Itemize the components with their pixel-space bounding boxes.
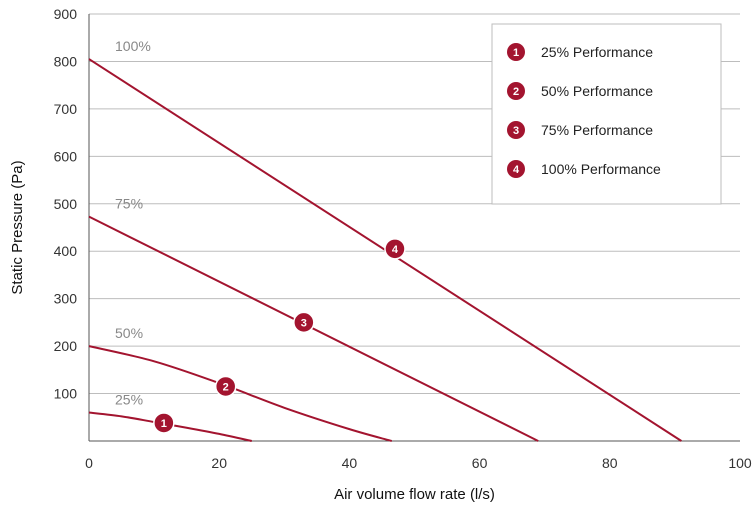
y-tick-800: 800 [54,53,78,69]
curve-labels: 25% 50% 75% 100% [115,38,151,407]
x-tick-labels: 0 20 40 60 80 100 [85,455,752,471]
legend-entry-3: 75% Performance [541,122,653,138]
curve-badge-number-3: 3 [301,317,307,329]
grid-lines [89,13,740,395]
legend-badge-number-2: 2 [513,86,519,98]
curve-badge-number-2: 2 [223,381,229,393]
x-tick-20: 20 [211,455,227,471]
legend-badge-3 [507,121,525,139]
x-tick-60: 60 [472,455,488,471]
y-tick-400: 400 [54,243,78,259]
y-tick-700: 700 [54,101,78,117]
curve-label-2: 50% [115,325,143,341]
y-tick-600: 600 [54,148,78,164]
legend-badge-number-3: 3 [513,125,519,137]
y-axis-title: Static Pressure (Pa) [9,160,26,294]
curve-label-1: 25% [115,392,143,408]
x-tick-100: 100 [728,455,752,471]
curve-badge-4 [384,238,406,260]
y-tick-200: 200 [54,338,78,354]
legend-badge-4 [507,160,525,178]
curve-2 [88,345,392,442]
curve-badge-3 [293,311,315,334]
legend: 1 25% Performance 2 50% Performance 3 75% Per… [491,23,722,205]
legend-entry-1: 25% Performance [541,44,653,60]
legend-box [491,23,722,205]
y-tick-300: 300 [54,291,78,307]
curve-3 [88,215,539,442]
legend-badge-1 [507,43,525,61]
curve-badge-1 [153,412,175,434]
legend-badge-2 [507,82,525,100]
y-tick-900: 900 [54,6,78,22]
curve-badges: 1 2 3 4 [153,238,406,434]
y-tick-500: 500 [54,196,78,212]
x-tick-40: 40 [342,455,358,471]
axes [88,14,740,442]
curve-badge-2 [214,375,237,398]
legend-badge-number-4: 4 [513,164,520,176]
legend-badge-number-1: 1 [513,47,519,59]
y-tick-labels: 100 200 300 400 500 600 700 800 900 [54,6,78,402]
x-tick-0: 0 [85,455,93,471]
legend-entry-2: 50% Performance [541,83,653,99]
y-tick-100: 100 [54,386,78,402]
curve-label-3: 75% [115,196,143,212]
curve-label-4: 100% [115,38,151,54]
x-tick-80: 80 [602,455,618,471]
legend-entry-4: 100% Performance [541,161,661,177]
curve-badge-number-1: 1 [161,418,167,430]
x-axis-title: Air volume flow rate (l/s) [334,486,495,503]
curve-badge-number-4: 4 [392,244,399,256]
